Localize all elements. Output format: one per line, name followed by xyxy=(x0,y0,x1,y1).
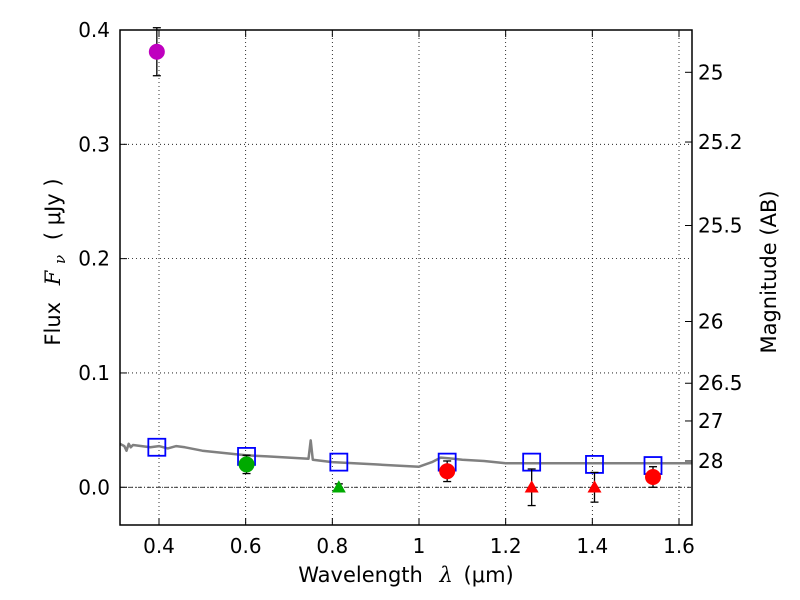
y2-tick-label: 26.5 xyxy=(698,371,743,395)
y-axis-title-unit: ( μJy ) xyxy=(41,178,65,240)
x-ticks: 0.4 0.6 0.8 1 1.2 1.4 1.6 xyxy=(143,30,695,558)
x-tick-label: 1 xyxy=(413,534,426,558)
upper-limit-point xyxy=(587,480,602,493)
x-tick-label: 1.4 xyxy=(576,534,608,558)
y-tick-label: 0.2 xyxy=(78,247,110,271)
y-ticks: 0.0 0.1 0.2 0.3 0.4 xyxy=(78,18,127,499)
model-spectrum-layer xyxy=(119,439,692,468)
x-tick-label: 1.2 xyxy=(490,534,522,558)
y-axis-title-text: Flux xyxy=(41,302,65,346)
y2-tick-label: 28 xyxy=(698,449,723,473)
y2-tick-label: 25.5 xyxy=(698,213,743,237)
y2-tick-label: 25 xyxy=(698,60,723,84)
y-tick-label: 0.0 xyxy=(78,475,110,499)
observed-points-layer xyxy=(148,27,661,507)
model-point xyxy=(329,452,349,472)
plot-frame xyxy=(119,29,693,526)
y-tick-label: 0.3 xyxy=(78,132,110,156)
y-tick-label: 0.1 xyxy=(78,361,110,385)
observed-point xyxy=(439,463,456,480)
model-points-layer xyxy=(147,437,663,475)
y-tick-label: 0.4 xyxy=(78,18,110,42)
upper-limit-point xyxy=(524,480,539,493)
y2-tick-label: 27 xyxy=(698,409,723,433)
x-axis-title-symbol: λ xyxy=(439,563,453,587)
model-point xyxy=(147,437,167,457)
model-spectrum-line xyxy=(119,439,692,468)
y2-tick-label: 26 xyxy=(698,310,723,334)
y2-axis-title: Magnitude (AB) xyxy=(757,190,781,353)
x-axis-title-text: Wavelength xyxy=(298,563,423,587)
x-tick-label: 1.6 xyxy=(663,534,695,558)
x-axis-title: Wavelength λ (μm) xyxy=(298,563,513,587)
observed-point xyxy=(238,456,255,473)
y-axis-title: Flux F ν ( μJy ) xyxy=(41,178,70,345)
y2-ticks: 25 25.2 25.5 26 26.5 27 28 xyxy=(685,60,743,473)
x-tick-label: 0.6 xyxy=(230,534,262,558)
observed-point xyxy=(645,468,661,485)
x-tick-label: 0.8 xyxy=(316,534,348,558)
observed-point xyxy=(148,43,165,60)
y2-tick-label: 25.2 xyxy=(698,130,743,154)
y-axis-title-symbol: F xyxy=(41,269,65,286)
x-axis-title-unit: (μm) xyxy=(464,563,514,587)
x-tick-label: 0.4 xyxy=(143,534,175,558)
y-axis-title-subscript: ν xyxy=(51,255,69,264)
upper-limit-point xyxy=(331,480,346,493)
